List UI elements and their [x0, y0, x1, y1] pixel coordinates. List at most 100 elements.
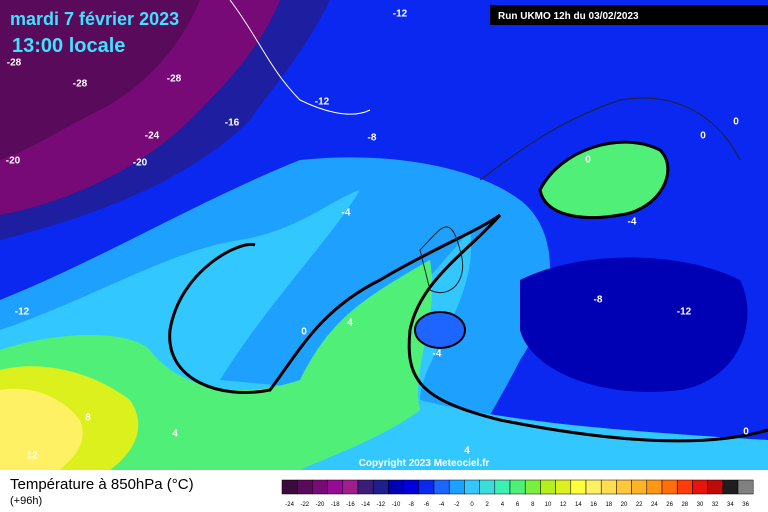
contour-label: -12: [393, 9, 408, 20]
copyright: Copyright 2023 Meteociel.fr: [359, 458, 490, 469]
contour-label: -4: [628, 217, 637, 228]
legend-label: -6: [424, 502, 430, 508]
legend-swatch: [433, 479, 450, 495]
contour-label: 12: [26, 451, 38, 462]
legend-label: 14: [575, 502, 582, 508]
legend-label: 0: [470, 502, 474, 508]
legend-swatch: [448, 479, 465, 495]
contour-label: 0: [585, 155, 591, 166]
contour-label: -20: [133, 158, 148, 169]
legend-label: 2: [486, 502, 490, 508]
legend-label: 34: [727, 502, 734, 508]
legend-swatch: [631, 479, 648, 495]
run-info: Run UKMO 12h du 03/02/2023: [498, 11, 639, 22]
legend-label: -20: [316, 502, 325, 508]
run-banner: [490, 5, 768, 25]
coastline: [229, 0, 371, 115]
legend-label: 10: [545, 502, 552, 508]
legend-label: 24: [651, 502, 658, 508]
contour-label: 4: [347, 318, 353, 329]
contour-label: 0: [700, 131, 706, 142]
contour-label: -4: [342, 208, 351, 219]
legend-swatch: [418, 479, 435, 495]
legend-swatch: [509, 479, 526, 495]
east-cold-region: [520, 257, 748, 392]
contour-label: -8: [594, 295, 603, 306]
contour-label: -28: [167, 74, 182, 85]
legend-swatch: [524, 479, 541, 495]
legend-label: 22: [636, 502, 643, 508]
zero-isotherm: [168, 213, 501, 394]
legend-label: 32: [712, 502, 719, 508]
legend-label: 28: [681, 502, 688, 508]
time-title: 13:00 locale: [12, 35, 125, 57]
legend-label: 36: [742, 502, 749, 508]
contour-label: -8: [368, 133, 377, 144]
legend-swatch: [585, 479, 602, 495]
zero-isotherm-south: [407, 214, 768, 443]
legend-label: -14: [361, 502, 370, 508]
legend-label: -12: [376, 502, 385, 508]
iberia-cold-pocket: [414, 311, 466, 349]
legend-swatch: [707, 479, 724, 495]
legend-swatch: [737, 479, 754, 495]
legend-label: -10: [392, 502, 401, 508]
contour-label: 8: [85, 413, 91, 424]
legend-swatch: [646, 479, 663, 495]
legend-label: -4: [439, 502, 445, 508]
legend-swatch: [692, 479, 708, 495]
legend-swatch: [540, 479, 556, 495]
legend-label: -16: [346, 502, 355, 508]
contour-label: 4: [464, 446, 470, 457]
legend-swatch: [372, 479, 389, 495]
legend-label: 20: [621, 502, 628, 508]
legend-label: -2: [454, 502, 460, 508]
contour-label: -12: [15, 307, 30, 318]
contour-label: -16: [225, 118, 240, 129]
contour-label: 0: [733, 117, 739, 128]
legend-label: -24: [285, 502, 294, 508]
coastline: [419, 97, 741, 294]
legend-swatch: [312, 479, 328, 495]
date-title: mardi 7 février 2023: [10, 9, 179, 29]
contour-label: -12: [315, 97, 330, 108]
legend-label: -22: [300, 502, 309, 508]
legend-label: -8: [409, 502, 415, 508]
footer-title: Température à 850hPa (°C): [10, 476, 194, 493]
legend-label: 18: [605, 502, 612, 508]
legend-swatch: [555, 479, 572, 495]
legend-swatch: [403, 479, 420, 495]
color-legend: -24 -22 -20 -18 -16 -14 -12 -10 -8 -6 -4 -2 0 2 4 6 8 10 1…: [281, 479, 754, 508]
legend-swatch: [479, 479, 496, 495]
legend-swatch: [296, 479, 313, 495]
legend-swatch: [722, 479, 739, 495]
warmest-region: [0, 388, 83, 470]
forecast-lead: (+96h): [10, 495, 42, 507]
contour-label: -20: [6, 156, 21, 167]
legend-swatch: [464, 479, 480, 495]
scandinavia-warm-pocket: [538, 140, 670, 220]
contour-label: 4: [172, 429, 178, 440]
contour-label: -24: [145, 131, 160, 142]
legend-label: 8: [531, 502, 535, 508]
legend-label: 16: [590, 502, 597, 508]
contour-label: -4: [433, 349, 442, 360]
legend-label: -18: [331, 502, 340, 508]
legend-swatch: [494, 479, 511, 495]
arctic-region: [0, 0, 200, 160]
legend-swatch: [616, 479, 632, 495]
legend-swatch: [327, 479, 344, 495]
legend-label: 6: [516, 502, 520, 508]
contour-label: -12: [677, 307, 692, 318]
contour-label: -28: [73, 79, 88, 90]
legend-swatch: [661, 479, 678, 495]
contour-label: 0: [743, 427, 749, 438]
legend-swatch: [676, 479, 693, 495]
legend-label: 26: [666, 502, 673, 508]
legend-label: 4: [501, 502, 505, 508]
legend-swatch: [388, 479, 404, 495]
legend-swatch: [570, 479, 587, 495]
legend-swatch: [342, 479, 359, 495]
